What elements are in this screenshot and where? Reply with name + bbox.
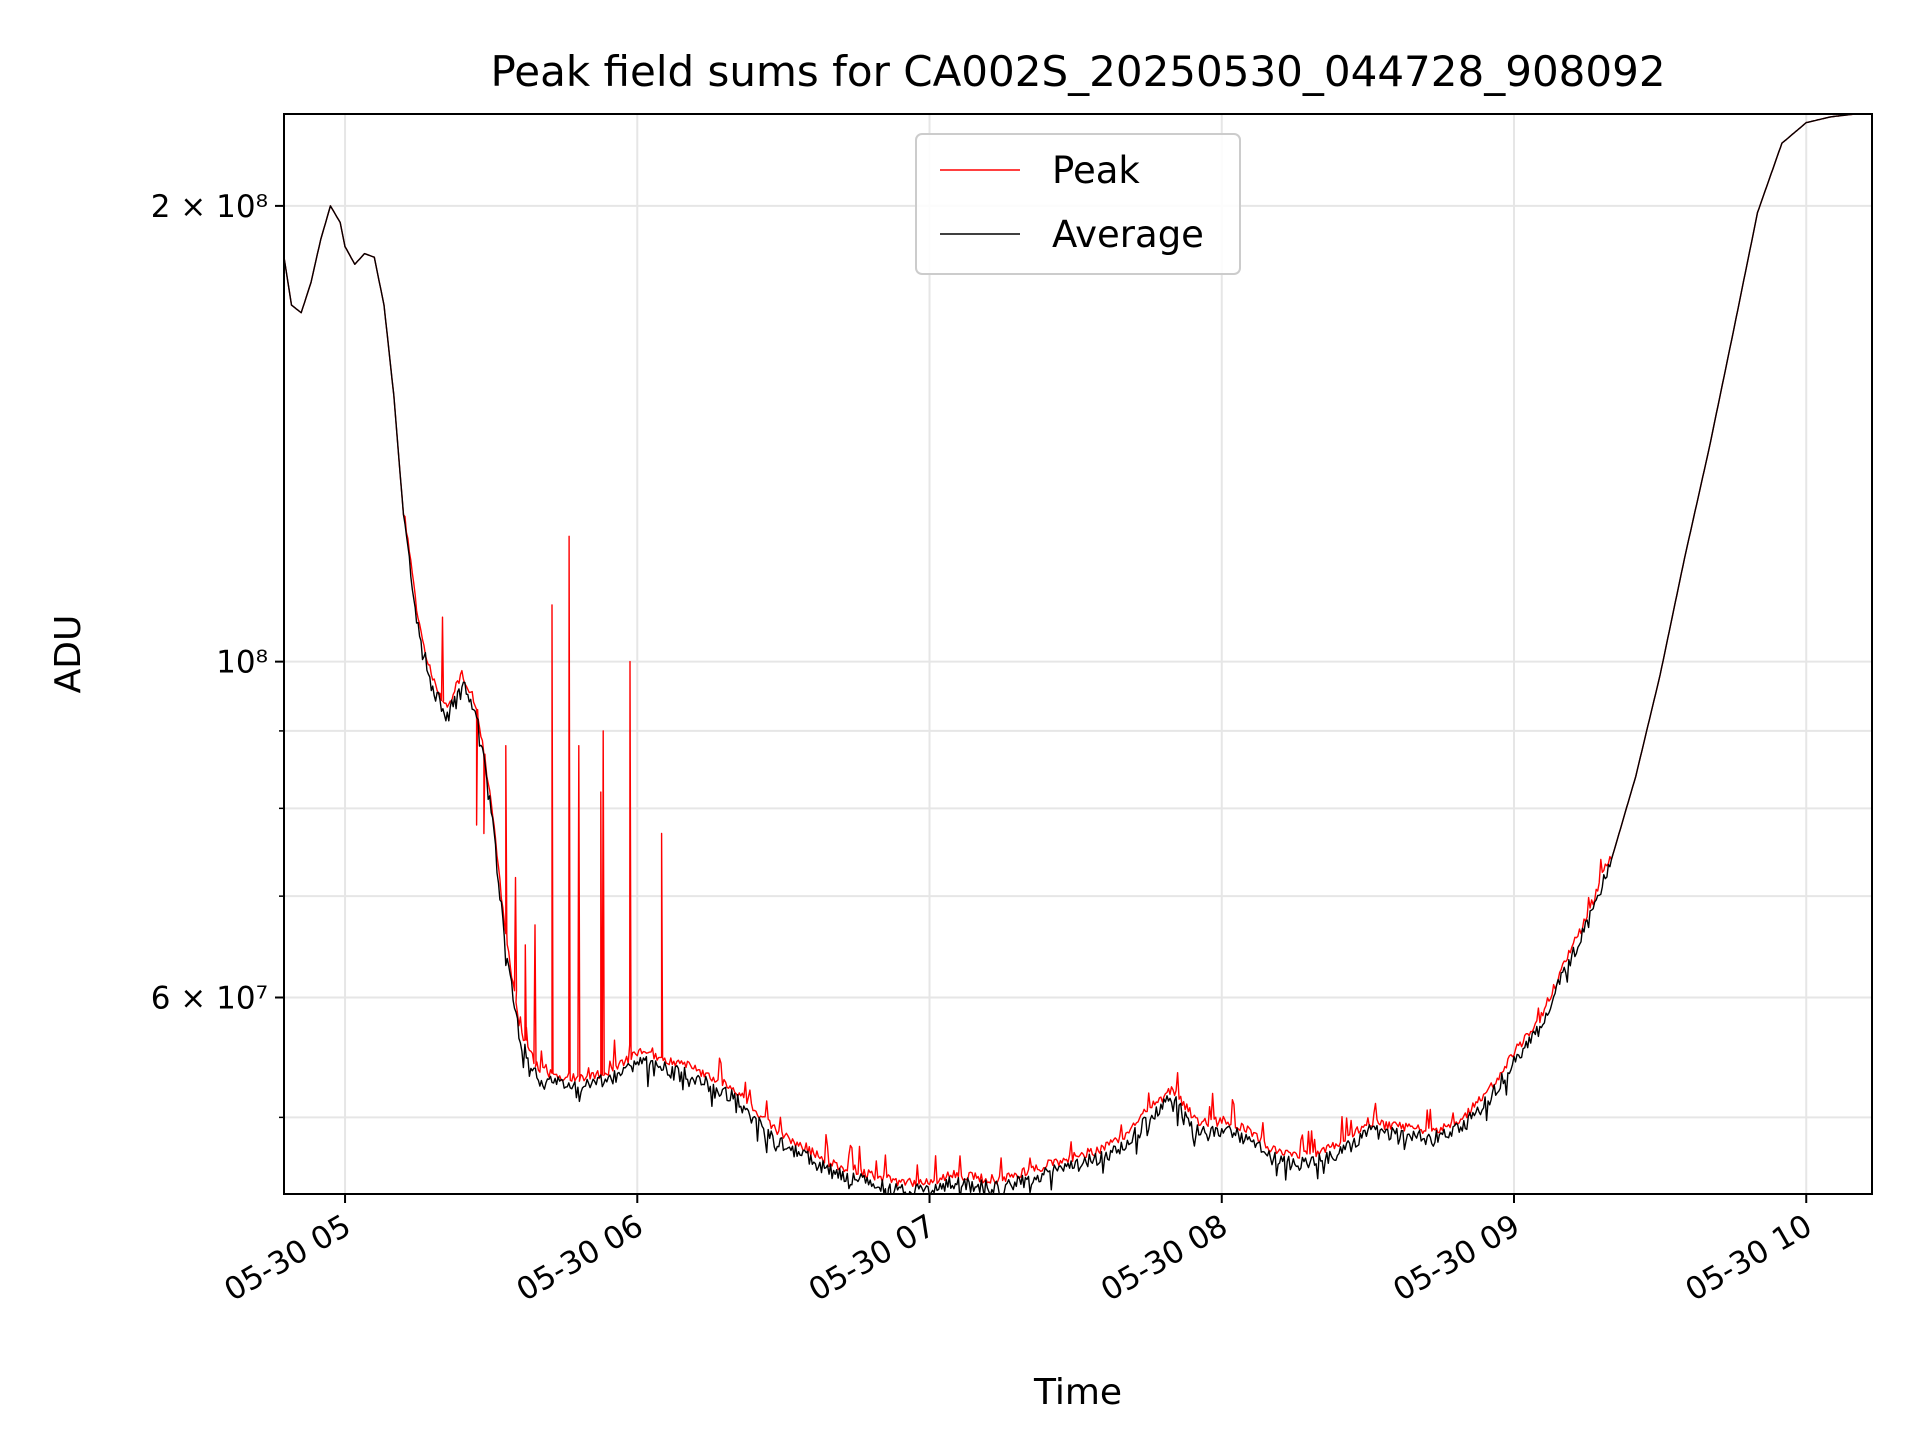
x-axis-label: Time (1033, 1372, 1122, 1413)
legend-peak-label: Peak (1052, 149, 1140, 192)
y-axis-label: ADU (48, 615, 89, 694)
chart-title: Peak field sums for CA002S_20250530_0447… (490, 47, 1665, 96)
legend: Peak Average (916, 134, 1240, 274)
y-tick-label: 6 × 10⁷ (151, 981, 268, 1017)
y-tick-label: 10⁸ (216, 645, 268, 681)
chart-svg: 05-30 05 05-30 06 05-30 07 05-30 08 05-30 09… (0, 0, 1920, 1440)
legend-average-label: Average (1052, 213, 1204, 256)
figure: 05-30 05 05-30 06 05-30 07 05-30 08 05-30 09… (0, 0, 1920, 1440)
y-tick-label: 2 × 10⁸ (151, 189, 268, 225)
